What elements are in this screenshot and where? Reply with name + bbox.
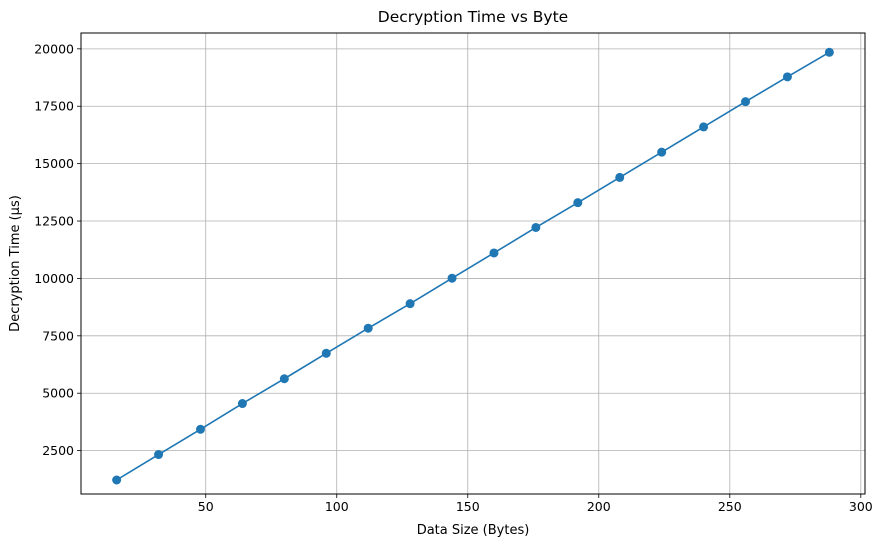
data-point (154, 450, 164, 460)
data-point (824, 47, 834, 57)
y-tick-label: 17500 (34, 99, 74, 114)
x-tick-label: 250 (718, 499, 742, 514)
x-tick-label: 300 (849, 499, 873, 514)
x-tick-label: 150 (456, 499, 480, 514)
data-point (112, 475, 122, 485)
data-point (782, 72, 792, 82)
axis-ticks: 50 100 150 200 250 300 2500 5000 7500 10000 12500 1… (34, 41, 873, 514)
data-point (489, 248, 499, 258)
y-tick-label: 20000 (34, 41, 74, 56)
data-series (112, 47, 834, 485)
data-point (741, 97, 751, 107)
data-point (657, 147, 667, 157)
data-point (531, 222, 541, 232)
data-point (321, 348, 331, 358)
y-tick-label: 5000 (42, 386, 74, 401)
data-point (573, 198, 583, 208)
y-axis-label: Decryption Time (µs) (8, 195, 23, 332)
series-line (116, 51, 830, 481)
grid-lines (81, 33, 865, 494)
data-point (447, 273, 457, 283)
x-tick-label: 100 (325, 499, 349, 514)
x-tick-label: 50 (198, 499, 214, 514)
y-tick-label: 7500 (42, 328, 74, 343)
data-point (195, 424, 205, 434)
data-point (279, 374, 289, 384)
data-point (615, 172, 625, 182)
data-point (405, 299, 415, 309)
y-tick-label: 12500 (34, 214, 74, 229)
data-point (699, 122, 709, 132)
y-tick-label: 10000 (34, 271, 74, 286)
y-tick-label: 15000 (34, 156, 74, 171)
y-tick-label: 2500 (42, 443, 74, 458)
plot-area-frame (80, 32, 866, 495)
x-tick-label: 200 (587, 499, 611, 514)
data-point (363, 323, 373, 333)
chart-title: Decryption Time vs Byte (378, 8, 568, 26)
data-point (237, 399, 247, 409)
x-axis-label: Data Size (Bytes) (417, 523, 530, 538)
